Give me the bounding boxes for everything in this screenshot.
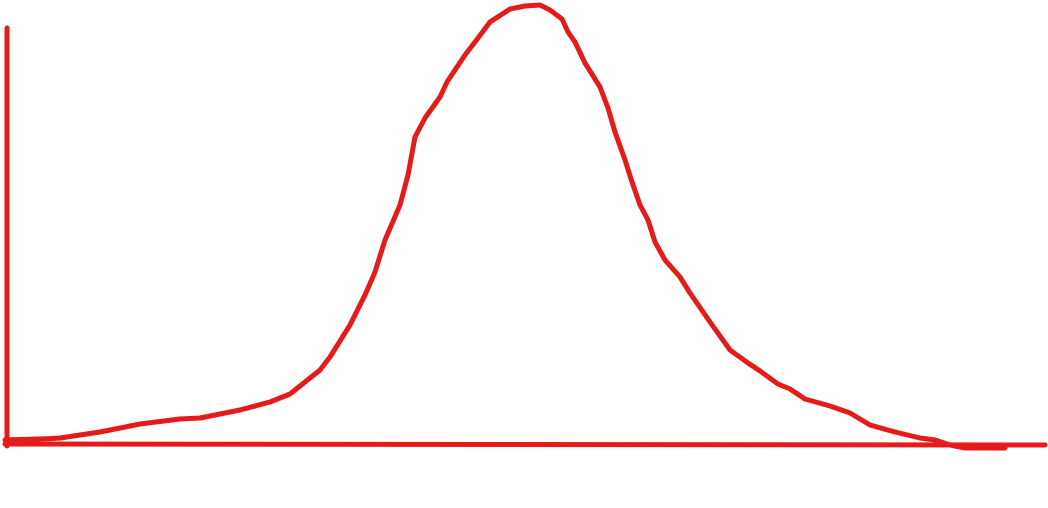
bell-curve: [2, 2, 1008, 451]
x-axis: [2, 441, 1048, 448]
